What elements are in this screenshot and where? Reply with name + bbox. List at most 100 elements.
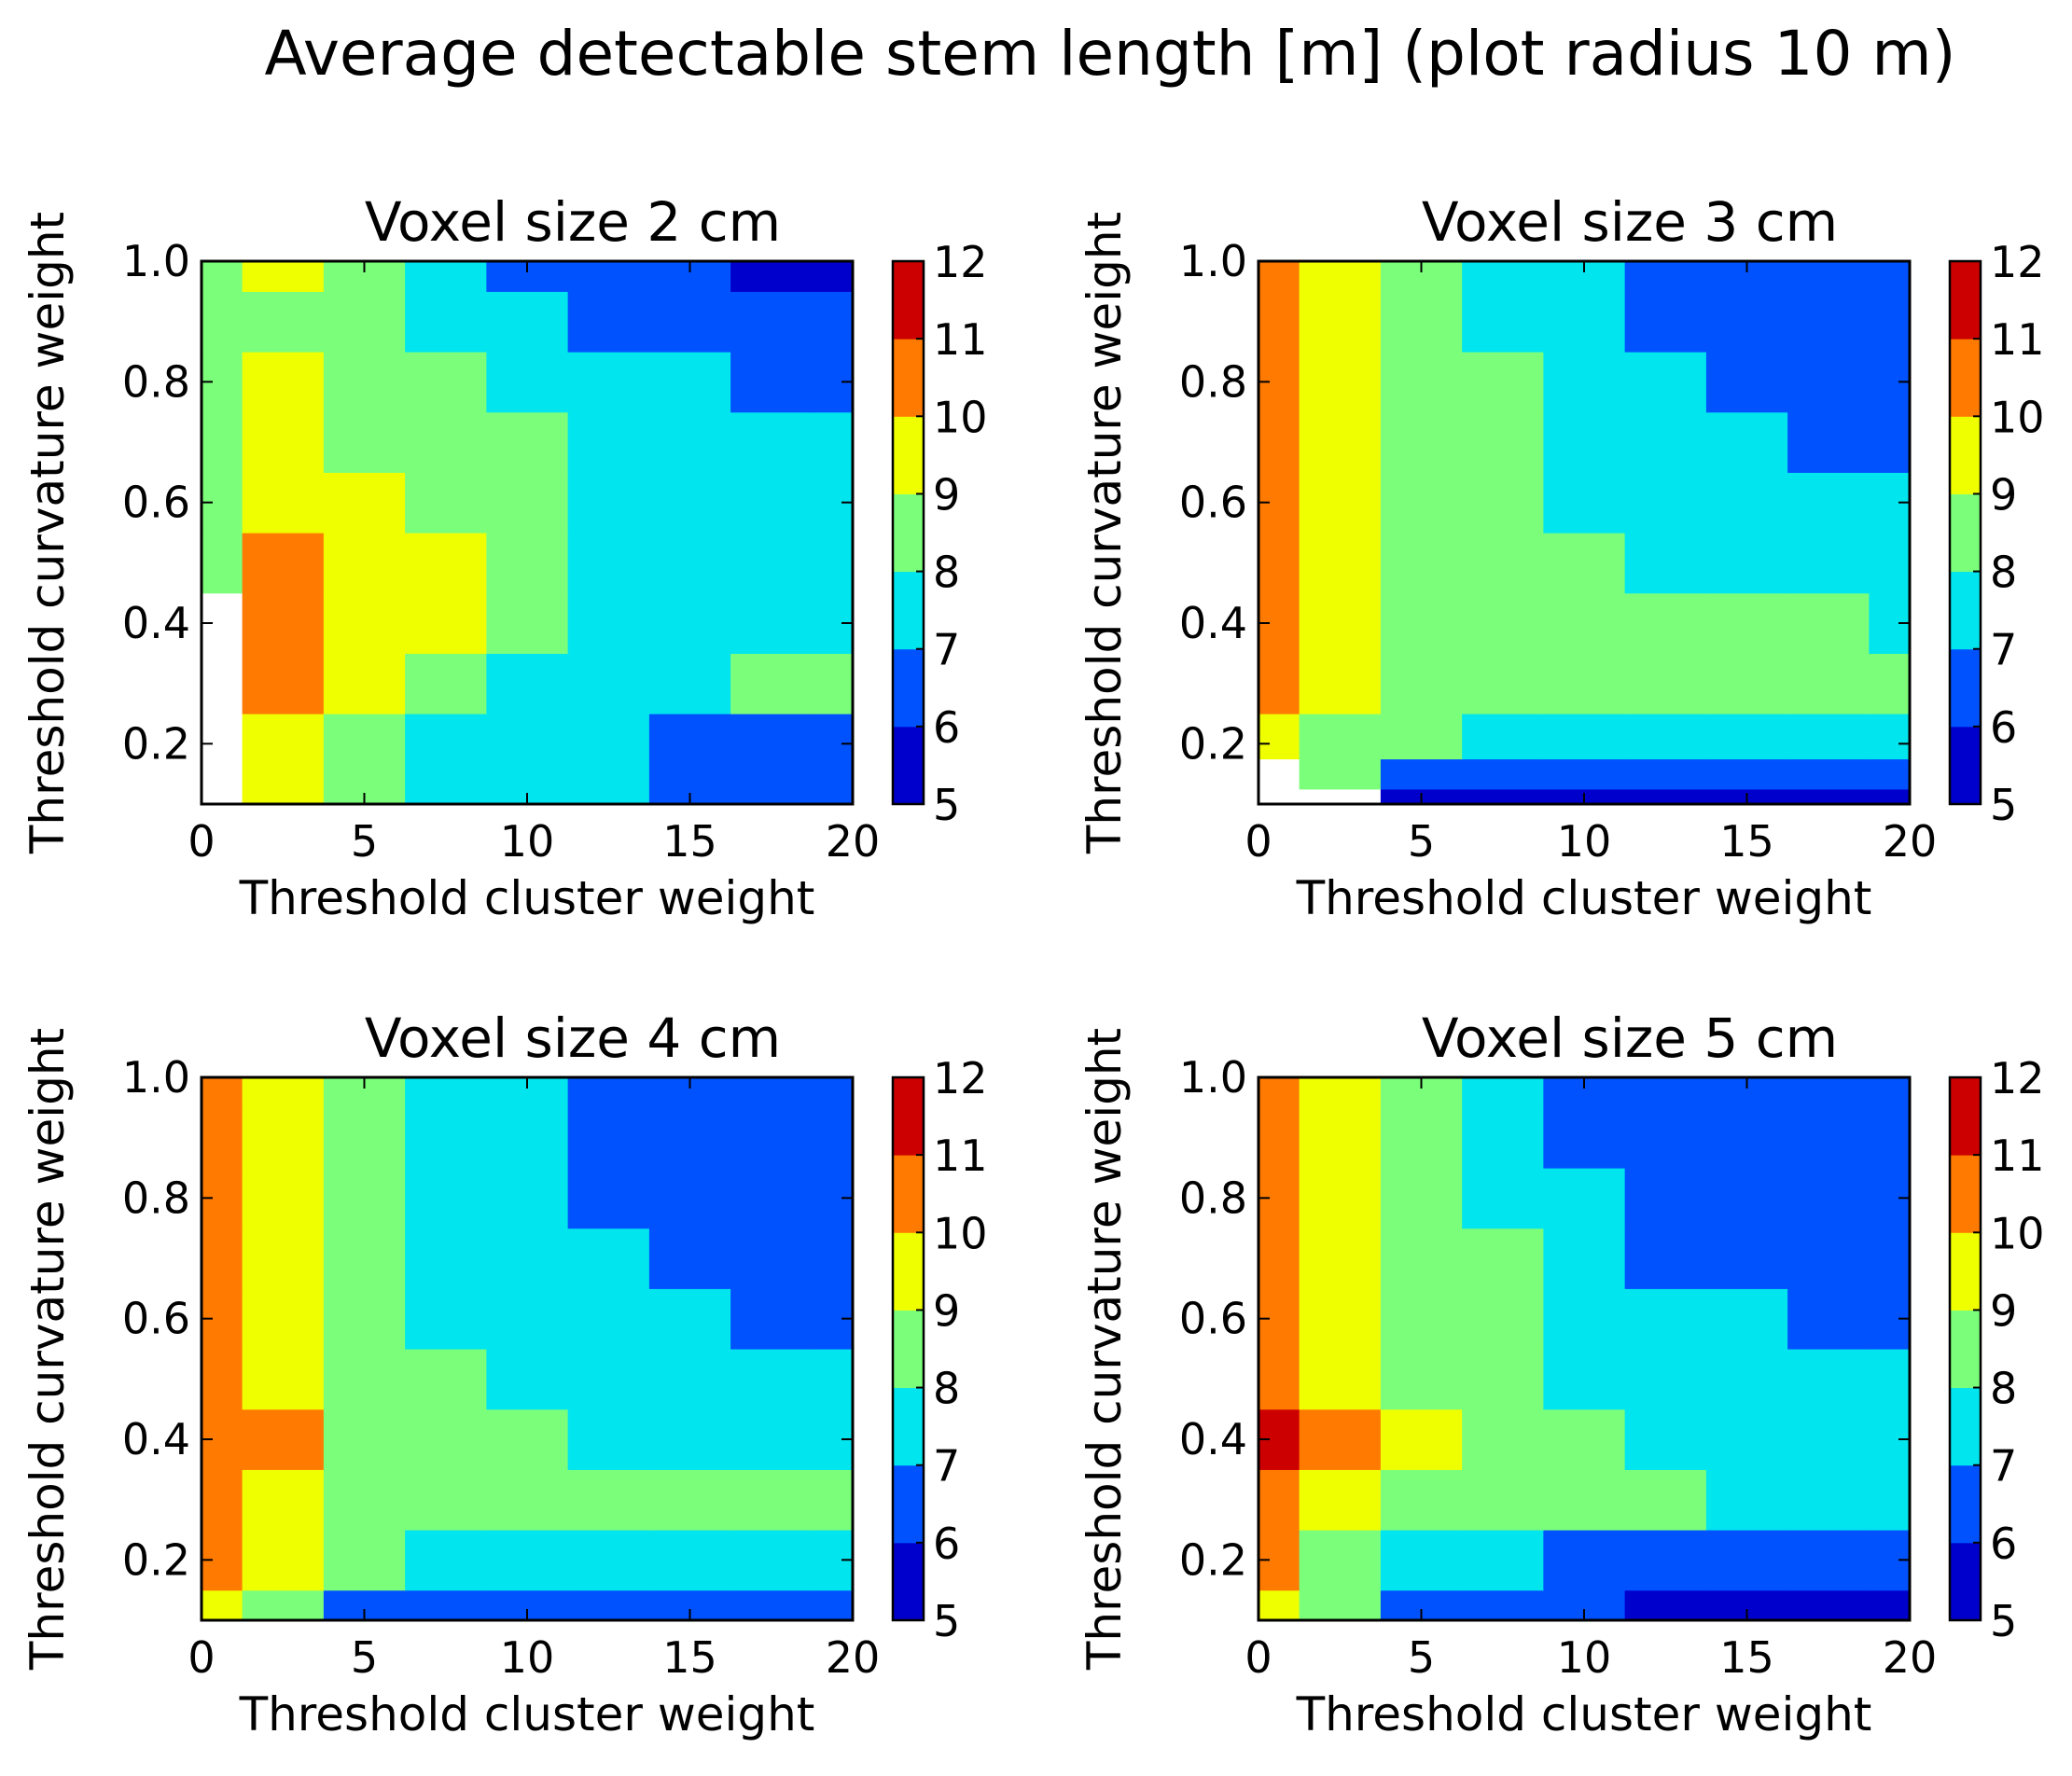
heatmap-cell [1787,472,1870,534]
heatmap-cell [1380,1408,1463,1470]
heatmap-cell [1462,1469,1544,1531]
heatmap-cell [242,592,325,654]
heatmap-cell [1462,758,1544,790]
heatmap-cell [812,714,854,805]
y-tick-label: 1.0 [1179,236,1247,286]
heatmap-cell [567,1168,650,1229]
colorbar-tick-label: 11 [1990,314,2045,365]
x-tick-label: 0 [188,1632,215,1683]
heatmap-cell [405,1107,487,1169]
colorbar-segment [1950,1077,1981,1156]
x-tick-label: 10 [1557,816,1612,867]
heatmap-cell [1624,261,1707,292]
subplot-3: Voxel size 4 cm 0 5 10 15 20 0.2 0.4 0.6 0.8 1.0 Th… [21,1006,988,1741]
x-tick-label: 5 [1408,816,1435,867]
heatmap-cell [1624,1349,1707,1410]
heatmap-cell [1258,1228,1300,1289]
heatmap-cell [1299,352,1382,413]
heatmap-cell [242,1349,325,1410]
heatmap-cell [648,1349,731,1410]
subplot-2: Voxel size 3 cm 0 5 10 15 20 0.2 0.4 0.6 0.8 1.0 Th… [1078,190,2045,925]
heatmap-cell [405,1168,487,1229]
heatmap-cell [1543,592,1626,654]
heatmap-cell [1705,1107,1788,1169]
colorbar-segment [893,1542,924,1621]
heatmap-cell [1705,291,1788,353]
heatmap-cell [323,411,406,473]
x-tick-label: 10 [500,1632,555,1683]
y-tick-label: 0.2 [122,718,190,769]
heatmap-cell [1299,1228,1382,1289]
colorbar-segment [893,1310,924,1389]
heatmap-cell [812,1077,854,1108]
heatmap-cell [1258,653,1300,715]
x-tick-label: 15 [1719,1632,1774,1683]
x-tick-label: 10 [1557,1632,1612,1683]
colorbar-segment [1950,261,1981,340]
heatmap-cell [648,653,731,715]
heatmap-cell [1543,714,1626,760]
heatmap-cell [1543,1408,1626,1470]
heatmap-cell [405,1288,487,1350]
colorbar-frame [891,259,925,806]
heatmap-cell [1787,1168,1870,1229]
heatmap-cell [1705,352,1788,413]
heatmap-cell [1624,1288,1707,1350]
heatmap-cell [1869,653,1911,715]
colorbar-tick-label: 7 [1990,625,2017,675]
heatmap-cell [242,472,325,534]
heatmap-cells [1258,1077,1911,1621]
heatmap-cell [242,1228,325,1289]
heatmap-cell [1543,1349,1626,1410]
heatmap-cell [1543,653,1626,715]
colorbar-segment [1950,571,1981,650]
y-tick-label: 0.6 [1179,1294,1247,1344]
heatmap-cell [648,1530,731,1591]
heatmap-cell [1787,1349,1870,1410]
heatmap-cell [1380,411,1463,473]
heatmap-cell [202,291,243,353]
heatmap-cell [486,1107,569,1169]
heatmap-cell [1624,472,1707,534]
heatmap-cell [1543,291,1626,353]
heatmap-cell [1869,291,1911,353]
heatmap-cell [1380,714,1463,760]
heatmap-cell [405,1077,487,1108]
heatmap-cell [1705,714,1788,760]
heatmap-cell [730,1589,813,1621]
heatmap-cell [202,411,243,473]
heatmap-cell [730,261,813,292]
heatmap-cell [1787,1469,1870,1531]
heatmap-cell [242,1469,325,1531]
heatmap-cell [202,1228,243,1289]
heatmap-cell [1258,533,1300,594]
heatmap-cell [1258,1077,1300,1108]
colorbar-segment [893,1155,924,1233]
heatmap-cell [567,261,650,292]
heatmap-cell [1462,291,1544,353]
heatmap-cell [567,714,650,805]
colorbar-segment [893,648,924,728]
heatmap-cell [242,1530,325,1591]
heatmap-cell [1869,261,1911,292]
heatmap-cell [1380,1349,1463,1410]
heatmap-cell [323,1288,406,1350]
heatmap-cell [1380,472,1463,534]
heatmap-cell [1299,261,1382,292]
y-axis-label: Threshold curvature weight [1078,212,1132,854]
heatmap-cell [486,1349,569,1410]
heatmap-cell [1380,1168,1463,1229]
colorbar-segment [893,1077,924,1156]
colorbar-segment [1950,416,1981,494]
heatmap-cell [567,411,650,473]
heatmap-cell [1462,714,1544,760]
heatmap-cell [648,472,731,534]
colorbar-tick-label: 5 [1990,780,2017,830]
heatmap-cell [1258,1469,1300,1531]
heatmap-cell [323,592,406,654]
heatmap-cell [1380,533,1463,594]
heatmap-cell [1705,1228,1788,1289]
subplot-title: Voxel size 2 cm [365,190,781,254]
heatmap-cell [812,533,854,594]
heatmap-cells [1258,261,1911,805]
